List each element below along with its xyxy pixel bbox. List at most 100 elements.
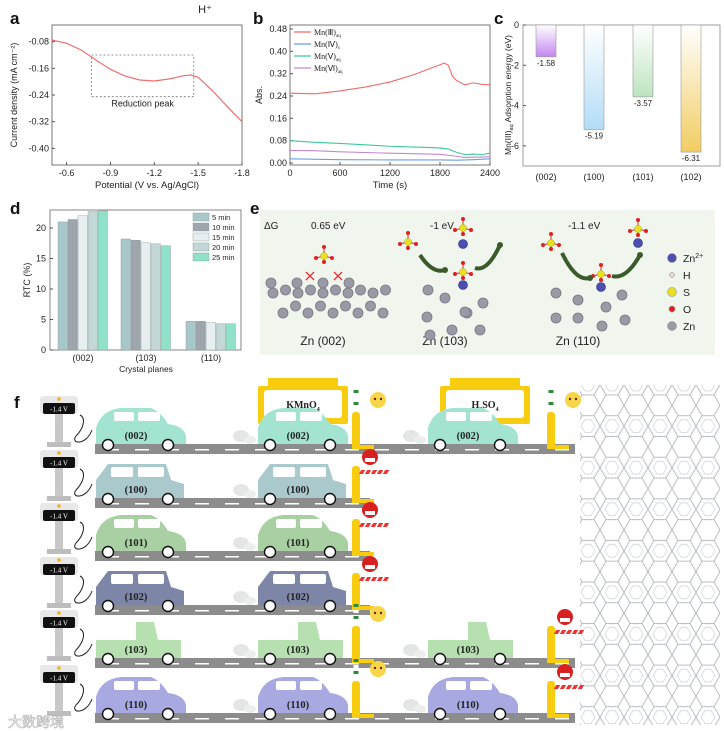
legend-swatch [192,232,210,242]
lane-dash [255,503,269,505]
legend-swatch [192,242,210,252]
exhaust-cloud-icon [244,490,256,498]
gate-block [547,609,585,663]
arrow-head [587,275,593,281]
gate-base [352,552,374,556]
gate-arm-lowered [376,470,384,474]
car-window [446,412,466,421]
zn-atom [292,287,304,299]
wheel-icon [433,707,447,721]
car-plane-label: (002) [125,431,148,442]
y-tick-label: 15 [36,254,46,264]
zn-atom [616,289,628,301]
lane-dash [255,610,269,612]
zn-atom [550,287,562,299]
bar-value-label: -3.57 [634,99,653,108]
bar-110-10-min [195,321,206,351]
energy-label: -1 eV [430,221,454,232]
gate-arm-raised [353,671,359,674]
x-tick-label: -1.5 [190,168,206,178]
reaction-arrow-icon [474,244,502,271]
hex-pattern-image [580,385,720,725]
gate-arm-lowered [559,630,567,634]
car-window [446,681,466,690]
pickup-body [258,622,343,658]
arrow-head [637,252,643,258]
eye [379,397,383,401]
car-window [273,467,295,477]
x-tick-label: -0.6 [59,168,75,178]
lane-dash [405,663,419,665]
formula-part: KMnO [286,400,317,411]
gate-post [352,626,360,662]
zn2-ion [596,282,606,292]
wheel-icon [101,599,115,613]
lane-dash [315,718,329,720]
zn-atom [377,307,389,319]
zn-atom [277,307,289,319]
zn-atom [365,300,376,312]
lane-dash [195,503,209,505]
x-tick-label: (101) [632,172,653,182]
car-100: (100) [96,464,184,506]
series-line-2 [289,140,491,156]
y-tick-label: 0.08 [269,136,287,146]
gate-arm-lowered [382,470,390,474]
legend-swatch [192,252,210,262]
lane-dash [525,718,539,720]
lane-dash [135,663,149,665]
oxygen-atom [607,274,611,278]
car-window [470,412,492,421]
gate-block [352,449,390,503]
gate-base [352,714,374,718]
series-line-1 [289,158,491,161]
charger-light-icon [57,504,61,508]
zn-atom [619,314,631,326]
car-plane-label: (110) [287,700,310,711]
gate-arm-raised [548,396,554,399]
bar-110-25-min [225,323,236,351]
lane-dash [195,610,209,612]
gate-post [352,681,360,717]
car-110: (110) [428,677,518,721]
row-101: -1.4 V (101) (101) [40,502,390,561]
zn-atom [340,300,351,312]
charger-light-icon [57,397,61,401]
car-window [300,681,322,690]
gate-arm-raised [548,402,554,405]
oxygen-atom [644,229,648,233]
sulfate-molecule [541,232,561,251]
gate-arm-lowered [358,523,366,527]
panel-f-schematic: KMnO4H2SO4-1.4 V(002)(002)(002)-1.4 V(10… [8,378,720,730]
bar-value-label: -1.58 [537,59,556,68]
gate-arm-lowered [382,577,390,581]
charger-voltage: -1.4 V [50,567,68,575]
legend-swatch [192,212,210,222]
zn-atom [550,312,562,324]
bar-103-10-min [130,239,141,351]
lane-dash [195,556,209,558]
oxygen-atom [549,232,553,236]
x-tick-label: 2400 [480,168,500,178]
lane-dash [225,449,239,451]
wheel-icon [101,545,115,559]
row-110: -1.4 V (110) (110) (110) [40,659,585,723]
bar-value-label: -6.31 [682,154,701,163]
oxygen-atom [469,272,473,276]
gate-arm-raised [353,402,359,405]
car-plane-label: (103) [457,645,480,656]
row-100: -1.4 V (100) (100) [40,449,390,508]
lane-dash [525,663,539,665]
gate-post [547,626,555,662]
lane-dash [285,503,299,505]
gate-post [352,412,360,448]
eye [568,397,572,401]
charger-light-icon [57,558,61,562]
lane-dash [225,556,239,558]
charging-cable-icon [74,575,93,604]
lane-dash [165,663,179,665]
car-window [300,519,322,528]
smiley-face-icon [370,392,386,408]
bar-103-25-min [160,245,171,351]
gate-block [352,502,390,556]
